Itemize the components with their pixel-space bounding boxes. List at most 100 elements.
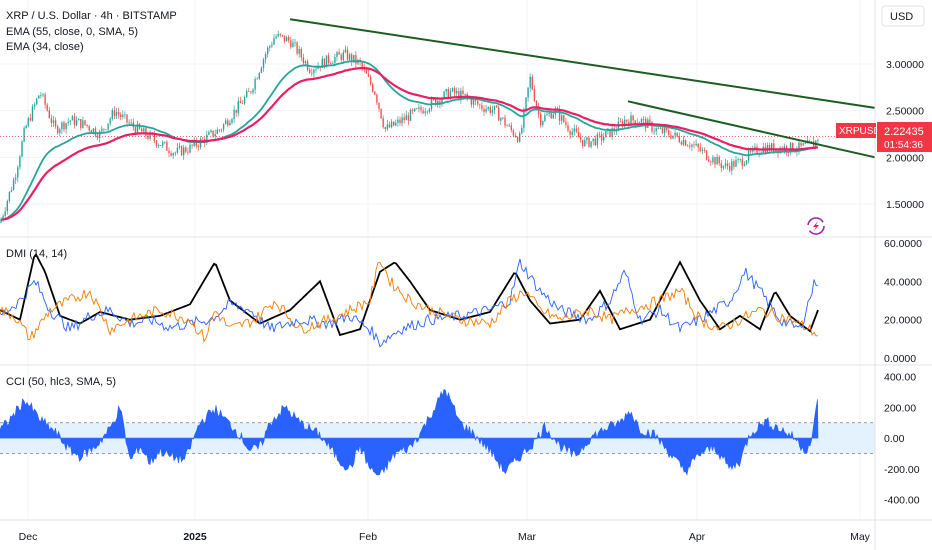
candle-body [672, 135, 674, 139]
candle-body [445, 89, 447, 92]
candle-body [227, 120, 229, 126]
candle-body [260, 67, 263, 73]
candle-body [661, 127, 664, 133]
candle-body [191, 144, 193, 146]
candle-body [250, 91, 252, 93]
candle-body [48, 110, 50, 119]
candle-body [195, 140, 197, 146]
candle-body [705, 150, 708, 160]
candle-body [353, 55, 355, 62]
dmi-tick-label: 40.0000 [884, 276, 922, 288]
candle-body [321, 58, 323, 69]
candle-body [340, 54, 342, 60]
candle-body [105, 129, 107, 131]
candle-body [441, 98, 443, 104]
candle-body [17, 167, 19, 178]
candle-body [96, 135, 99, 139]
candle-body [615, 130, 617, 132]
candle-body [170, 153, 172, 156]
candle-body [162, 142, 164, 146]
candle-body [122, 114, 124, 117]
candle-body [693, 144, 695, 146]
candle-body [304, 61, 307, 64]
candle-body [348, 54, 351, 60]
candle-body [327, 55, 330, 64]
candle-body [712, 157, 714, 163]
candle-body [2, 215, 4, 220]
candle-body [443, 91, 445, 99]
candle-body [435, 99, 437, 106]
candle-body [582, 139, 584, 146]
time-axis-label: Feb [359, 531, 377, 543]
candle-body [117, 112, 120, 115]
candle-body [390, 121, 393, 128]
candle-body [298, 48, 300, 54]
candle-body [128, 122, 130, 124]
candle-body [649, 119, 651, 123]
candle-body [642, 118, 645, 120]
candle-body [4, 211, 6, 216]
candle-body [493, 105, 496, 111]
candle-body [626, 119, 628, 122]
candle-body [269, 46, 271, 48]
price-badge: XRPUSD 2.22435 01:54:36 [836, 122, 932, 152]
candle-body [267, 47, 269, 54]
candle-body [563, 115, 565, 123]
trendline[interactable] [627, 100, 876, 159]
candle-body [180, 146, 183, 156]
candle-body [8, 191, 11, 201]
candle-body [57, 126, 59, 133]
candle-body [285, 37, 288, 42]
candle-body [382, 118, 384, 128]
candle-body [691, 144, 693, 147]
candle-body [512, 130, 515, 136]
candle-body [502, 117, 504, 119]
candle-body [120, 114, 122, 117]
trendline[interactable] [289, 18, 876, 109]
candle-body [252, 89, 254, 93]
candle-body [722, 165, 725, 168]
candle-body [798, 142, 800, 151]
candle-body [388, 124, 391, 128]
candle-body [397, 119, 399, 123]
candle-body [206, 134, 208, 143]
candle-body [521, 128, 523, 134]
candle-body [531, 76, 533, 90]
candle-body [657, 128, 659, 130]
candle-body [594, 138, 596, 146]
candle-body [460, 90, 462, 100]
candle-body [323, 58, 326, 68]
lightning-icon[interactable] [807, 217, 825, 235]
candle-body [754, 146, 756, 149]
candle-body [714, 157, 716, 165]
candle-body [777, 149, 779, 154]
cci-tick-label: -400.00 [884, 495, 920, 507]
candle-body [222, 124, 225, 130]
candle-body [729, 166, 731, 171]
candle-body [558, 109, 561, 121]
candle-body [367, 73, 370, 77]
candle-body [609, 128, 611, 137]
candle-body [197, 145, 200, 147]
candle-body [109, 118, 111, 124]
candle-body [498, 107, 500, 121]
candle-body [136, 123, 139, 134]
candle-body [527, 87, 529, 98]
cci-tick-label: 0.00 [884, 433, 905, 445]
candle-body [300, 48, 302, 58]
candle-body [201, 138, 204, 140]
candle-body [409, 109, 412, 121]
candle-body [243, 97, 246, 104]
candle-body [760, 152, 762, 154]
candle-body [653, 131, 655, 133]
candle-body [579, 137, 582, 140]
candle-body [220, 129, 223, 131]
candle-body [183, 147, 185, 156]
currency-button[interactable]: USD [881, 5, 925, 27]
candle-body [491, 110, 494, 113]
candle-body [361, 61, 363, 68]
candle-body [130, 122, 132, 124]
candle-body [699, 147, 701, 151]
candle-body [273, 38, 275, 45]
